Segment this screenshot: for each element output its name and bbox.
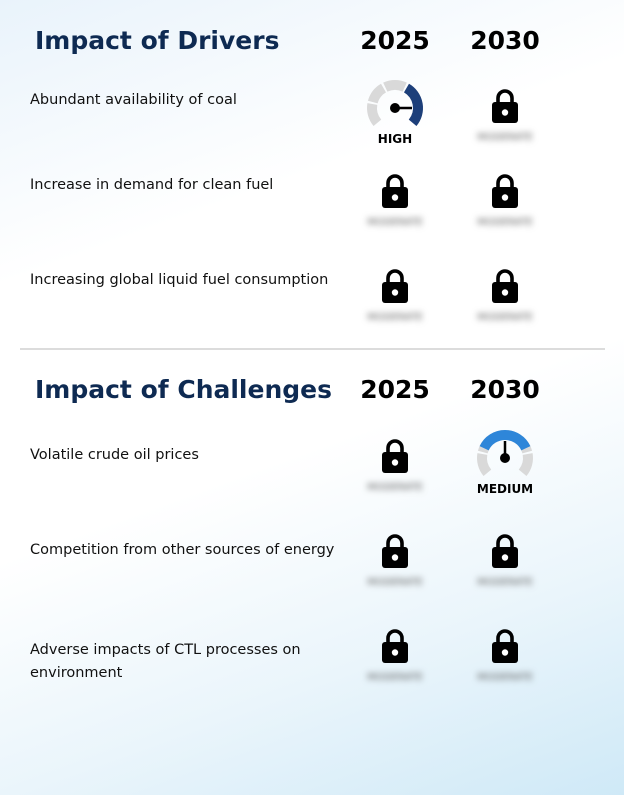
- driver-label-clean-fuel: Increase in demand for clean fuel: [30, 177, 274, 193]
- driver-clean-fuel-2030-cell[interactable]: MODERATE: [450, 173, 560, 248]
- blurred-level-text: MODERATE: [367, 672, 423, 683]
- lock-icon: [492, 89, 518, 123]
- blurred-level-text: MODERATE: [367, 482, 423, 493]
- driver-clean-fuel-2025-cell[interactable]: MODERATE: [340, 173, 450, 248]
- drivers-title: Impact of Drivers: [35, 26, 280, 55]
- lock-icon: [382, 629, 408, 663]
- section-divider: [20, 348, 605, 350]
- lock-icon: [492, 174, 518, 208]
- driver-label-liquid-fuel: Increasing global liquid fuel consumptio…: [30, 272, 329, 288]
- challenges-year-2030: 2030: [470, 375, 540, 404]
- drivers-year-2030: 2030: [470, 26, 540, 55]
- challenge-environment-2030-cell[interactable]: MODERATE: [450, 628, 560, 703]
- lock-icon: [382, 269, 408, 303]
- driver-liquid-fuel-2030-cell[interactable]: MODERATE: [450, 268, 560, 343]
- driver-coal-2025-cell: HIGH: [340, 80, 450, 165]
- lock-icon: [382, 439, 408, 473]
- blurred-level-text: MODERATE: [367, 217, 423, 228]
- blurred-level-text: MODERATE: [367, 312, 423, 323]
- blurred-level-text: MODERATE: [477, 312, 533, 323]
- blurred-level-text: MODERATE: [477, 132, 533, 143]
- challenge-competition-2030-cell[interactable]: MODERATE: [450, 533, 560, 608]
- challenge-competition-2025-cell[interactable]: MODERATE: [340, 533, 450, 608]
- gauge-icon: [367, 80, 423, 126]
- challenge-label-crude-oil: Volatile crude oil prices: [30, 447, 199, 463]
- challenge-label-competition: Competition from other sources of energy: [30, 542, 335, 558]
- lock-icon: [382, 534, 408, 568]
- driver-liquid-fuel-2025-cell[interactable]: MODERATE: [340, 268, 450, 343]
- driver-label-coal: Abundant availability of coal: [30, 92, 237, 108]
- lock-icon: [492, 269, 518, 303]
- drivers-year-2025: 2025: [360, 26, 430, 55]
- gauge-level-label: HIGH: [377, 132, 413, 146]
- gauge-level-label: MEDIUM: [476, 482, 534, 496]
- challenge-crude-oil-2025-cell[interactable]: MODERATE: [340, 438, 450, 513]
- gauge-icon: [477, 430, 533, 476]
- challenges-year-2025: 2025: [360, 375, 430, 404]
- lock-icon: [492, 629, 518, 663]
- challenges-title: Impact of Challenges: [35, 375, 332, 404]
- driver-coal-2030-cell[interactable]: MODERATE: [450, 88, 560, 163]
- challenge-crude-oil-2030-cell: MEDIUM: [450, 430, 560, 515]
- blurred-level-text: MODERATE: [477, 672, 533, 683]
- blurred-level-text: MODERATE: [477, 217, 533, 228]
- challenge-label-environment: Adverse impacts of CTL processes on envi…: [30, 642, 301, 681]
- lock-icon: [382, 174, 408, 208]
- lock-icon: [492, 534, 518, 568]
- blurred-level-text: MODERATE: [477, 577, 533, 588]
- blurred-level-text: MODERATE: [367, 577, 423, 588]
- challenge-environment-2025-cell[interactable]: MODERATE: [340, 628, 450, 703]
